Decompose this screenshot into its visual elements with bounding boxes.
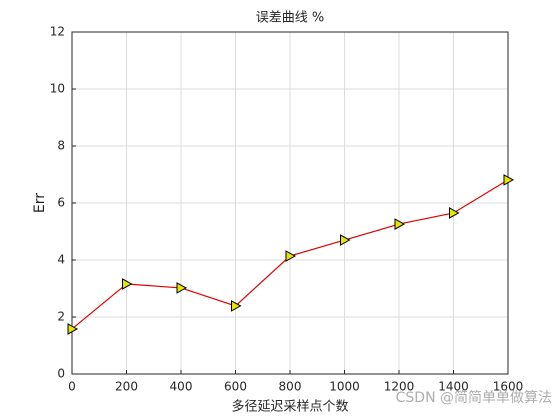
- x-tick-label: 1600: [493, 380, 524, 394]
- x-tick-label: 1400: [438, 380, 469, 394]
- x-tick-label: 400: [170, 380, 193, 394]
- x-tick-label: 800: [279, 380, 302, 394]
- marker: [231, 300, 242, 312]
- marker: [122, 278, 133, 290]
- marker: [176, 282, 188, 294]
- y-tick-label: 8: [57, 139, 65, 153]
- watermark: CSDN @简简单单做算法: [396, 389, 552, 406]
- marker: [449, 207, 460, 219]
- x-tick-label: 200: [115, 380, 138, 394]
- y-tick-label: 10: [50, 82, 65, 96]
- y-tick-label: 12: [50, 25, 65, 39]
- y-axis-label: Err: [32, 193, 48, 213]
- marker: [394, 218, 406, 230]
- y-tick-label: 4: [57, 253, 65, 267]
- chart-title: 误差曲线 %: [256, 11, 325, 26]
- marker: [340, 234, 351, 246]
- y-tick-label: 2: [57, 310, 65, 324]
- x-tick-label: 1000: [329, 380, 360, 394]
- marker: [67, 323, 79, 335]
- x-axis-label: 多径延迟采样点个数: [231, 399, 348, 415]
- y-tick-label: 0: [57, 367, 65, 381]
- y-tick-label: 6: [57, 196, 65, 210]
- axes-box: [71, 31, 509, 375]
- x-tick-label: 1200: [384, 380, 415, 394]
- marker: [503, 174, 515, 186]
- x-tick-label: 600: [224, 380, 247, 394]
- marker: [285, 250, 297, 262]
- x-tick-label: 0: [68, 380, 76, 394]
